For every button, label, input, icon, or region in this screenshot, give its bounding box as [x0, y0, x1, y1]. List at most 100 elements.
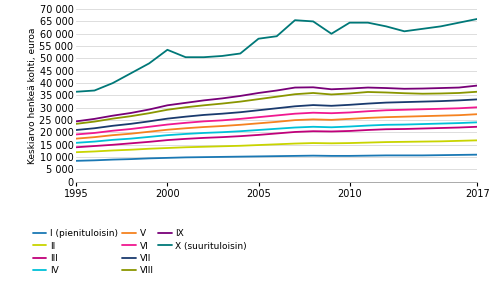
III	[383, 128, 389, 131]
V	[237, 123, 243, 127]
IX	[401, 87, 407, 91]
IX	[183, 101, 188, 105]
V	[438, 114, 444, 118]
IV	[219, 130, 225, 134]
IX	[146, 108, 152, 111]
V	[164, 128, 170, 132]
Line: V: V	[76, 114, 477, 139]
I (pienituloisin)	[201, 155, 207, 159]
VII	[73, 128, 79, 132]
Line: III: III	[76, 127, 477, 147]
IV	[274, 127, 280, 131]
III	[92, 144, 97, 148]
III	[329, 130, 335, 133]
VI	[201, 120, 207, 123]
VIII	[401, 92, 407, 95]
VII	[219, 112, 225, 115]
I (pienituloisin)	[438, 153, 444, 157]
V	[420, 114, 426, 118]
X (suurituloisin)	[164, 48, 170, 52]
I (pienituloisin)	[329, 154, 335, 158]
IV	[292, 126, 298, 129]
Line: IV: IV	[76, 122, 477, 143]
VIII	[292, 92, 298, 96]
II	[237, 144, 243, 148]
Line: I (pienituloisin): I (pienituloisin)	[76, 155, 477, 161]
I (pienituloisin)	[110, 158, 116, 161]
II	[201, 145, 207, 148]
I (pienituloisin)	[73, 159, 79, 163]
IX	[73, 120, 79, 123]
V	[456, 113, 462, 117]
VIII	[347, 92, 353, 95]
III	[201, 136, 207, 140]
III	[164, 138, 170, 142]
III	[183, 137, 188, 141]
VII	[146, 120, 152, 123]
VII	[474, 98, 480, 101]
X (suurituloisin)	[365, 21, 371, 25]
IX	[474, 84, 480, 87]
VII	[274, 106, 280, 110]
IX	[201, 98, 207, 102]
X (suurituloisin)	[456, 21, 462, 25]
VII	[201, 113, 207, 117]
IV	[237, 129, 243, 133]
II	[474, 138, 480, 142]
III	[274, 132, 280, 135]
V	[128, 132, 134, 135]
VII	[128, 122, 134, 126]
V	[292, 118, 298, 122]
V	[347, 117, 353, 121]
III	[310, 129, 316, 133]
VII	[383, 101, 389, 105]
I (pienituloisin)	[164, 156, 170, 160]
VII	[237, 110, 243, 114]
IV	[255, 128, 261, 132]
II	[438, 139, 444, 143]
I (pienituloisin)	[456, 153, 462, 157]
IX	[383, 86, 389, 90]
IV	[420, 122, 426, 126]
VIII	[310, 91, 316, 95]
Line: X (suurituloisin): X (suurituloisin)	[76, 19, 477, 92]
V	[255, 122, 261, 125]
I (pienituloisin)	[292, 154, 298, 158]
II	[255, 143, 261, 147]
IX	[310, 85, 316, 89]
VIII	[73, 122, 79, 126]
Line: VII: VII	[76, 99, 477, 130]
III	[146, 140, 152, 144]
IX	[274, 89, 280, 92]
X (suurituloisin)	[255, 37, 261, 41]
IV	[347, 125, 353, 128]
IV	[329, 125, 335, 129]
I (pienituloisin)	[401, 154, 407, 157]
IX	[329, 88, 335, 91]
X (suurituloisin)	[383, 25, 389, 28]
X (suurituloisin)	[274, 35, 280, 38]
VII	[292, 105, 298, 108]
II	[365, 141, 371, 145]
VI	[92, 131, 97, 135]
X (suurituloisin)	[73, 90, 79, 94]
X (suurituloisin)	[183, 55, 188, 59]
II	[73, 150, 79, 154]
IV	[456, 121, 462, 125]
VI	[438, 107, 444, 111]
I (pienituloisin)	[183, 155, 188, 159]
V	[183, 126, 188, 130]
I (pienituloisin)	[347, 154, 353, 158]
IV	[110, 138, 116, 142]
VIII	[474, 90, 480, 94]
III	[128, 142, 134, 145]
V	[274, 120, 280, 124]
IV	[438, 122, 444, 125]
Legend: I (pienituloisin), II, III, IV, V, VI, VII, VIII, IX, X (suurituloisin), , : I (pienituloisin), II, III, IV, V, VI, V…	[32, 229, 247, 275]
IV	[92, 140, 97, 143]
VII	[164, 117, 170, 121]
X (suurituloisin)	[347, 21, 353, 25]
V	[201, 125, 207, 129]
X (suurituloisin)	[438, 25, 444, 28]
X (suurituloisin)	[110, 81, 116, 85]
